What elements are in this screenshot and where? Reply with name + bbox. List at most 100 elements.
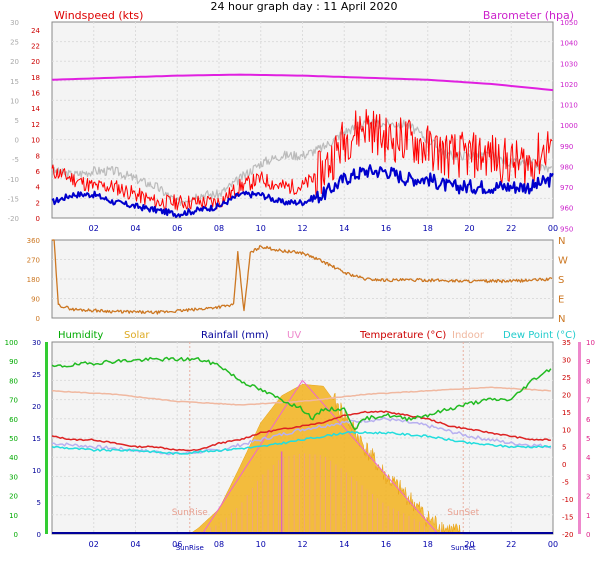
temp-x-tick: 20: [464, 540, 474, 549]
rain-axis-tick: 10: [32, 467, 41, 475]
wind-grid: [52, 22, 553, 218]
humidity-axis-tick: 20: [9, 493, 18, 501]
wind-label: Windspeed (kts): [54, 9, 143, 22]
legend-item: Solar: [124, 330, 150, 341]
baro-axis-tick: 1010: [560, 102, 578, 110]
baro-axis-tick: 990: [560, 143, 573, 151]
rain-axis-tick: 0: [37, 531, 41, 539]
left-axis-tick: 15: [10, 78, 19, 86]
wind-axis-tick: 16: [31, 90, 40, 98]
uv-axis-tick: 10: [586, 339, 595, 347]
solar-max-line-right: [302, 380, 439, 535]
rain-axis-tick: 25: [32, 371, 41, 379]
solar-area: [189, 383, 464, 535]
direction-grid: [52, 240, 553, 318]
gust-line: [51, 118, 552, 206]
left-axis-tick: 30: [10, 19, 19, 27]
temp-x-tick: 22: [506, 540, 516, 549]
wind-axis-tick: 10: [31, 137, 40, 145]
humidity-axis-tick: 90: [9, 358, 18, 366]
wind-axis-tick: 4: [36, 184, 41, 192]
wind-x-tick: 10: [256, 224, 266, 233]
wind-axis-tick: 12: [31, 121, 40, 129]
wind-x-tick: 16: [381, 224, 391, 233]
direction-letter: S: [558, 275, 564, 286]
humidity-axis-tick: 60: [9, 416, 18, 424]
humidity-axis-tick: 100: [5, 339, 18, 347]
baro-axis-tick: 980: [560, 163, 573, 171]
direction-letter: W: [558, 256, 568, 267]
wind-x-tick: 22: [506, 224, 516, 233]
temp-axis-tick: -15: [562, 514, 573, 522]
uv-axis-tick: 3: [586, 473, 590, 481]
uv-axis-tick: 7: [586, 397, 590, 405]
humidity-axis-tick: 10: [9, 512, 18, 520]
rain-axis-tick: 15: [32, 435, 41, 443]
temp-axis-tick: -20: [562, 531, 573, 539]
uv-bars: [194, 453, 462, 534]
wind-axis-tick: 22: [31, 43, 40, 51]
temp-x-tick: 12: [297, 540, 307, 549]
direction-axis-tick: 270: [27, 257, 40, 265]
baro-axis-tick: 960: [560, 205, 573, 213]
wind-axis-tick: 8: [36, 152, 40, 160]
baro-axis-tick: 950: [560, 225, 573, 233]
indoor-line: [51, 386, 551, 406]
dew-point-line: [51, 430, 552, 456]
uv-axis-tick: 4: [586, 454, 591, 462]
uv-axis-tick: 9: [586, 358, 590, 366]
temperature-line: [51, 410, 551, 452]
wind-x-tick: 06: [172, 224, 182, 233]
wind-x-tick: 04: [130, 224, 140, 233]
humidity-axis-tick: 30: [9, 473, 18, 481]
sunrise-label: SunRise: [172, 508, 209, 518]
left-axis-tick: 10: [10, 97, 19, 105]
direction-line: [51, 239, 553, 315]
wind-axis-tick: 14: [31, 105, 40, 113]
wind-avg-line: [51, 164, 554, 218]
legend-item: Indoor: [452, 330, 485, 341]
direction-axis-tick: 180: [27, 276, 40, 284]
barometer-line: [51, 73, 554, 92]
legend-item: Humidity: [58, 330, 103, 341]
humidity-axis-tick: 70: [9, 397, 18, 405]
temp-axis-tick: 35: [562, 339, 571, 347]
temp-axis-tick: 30: [562, 356, 571, 364]
temp-x-tick: 00: [548, 540, 558, 549]
chart-title: 24 hour graph day : 11 April 2020: [211, 0, 398, 13]
wind-axis-tick: 6: [36, 168, 41, 176]
sunset-label: SunSet: [447, 508, 479, 518]
wind-x-tick: 18: [423, 224, 433, 233]
humidity-axis-tick: 0: [14, 531, 18, 539]
baro-axis-tick: 1050: [560, 19, 578, 27]
left-axis-tick: 0: [15, 137, 19, 145]
rain-axis-tick: 30: [32, 339, 41, 347]
humidity-axis-tick: 80: [9, 377, 18, 385]
wind-axis-tick: 0: [36, 215, 40, 223]
temp-axis-tick: 25: [562, 374, 571, 382]
wind-axis-tick: 24: [31, 27, 40, 35]
wind-line: [51, 109, 553, 211]
left-axis-tick: -10: [8, 176, 19, 184]
temp-axis-tick: -10: [562, 496, 573, 504]
humidity-axis-tick: 40: [9, 454, 18, 462]
left-axis-tick: 20: [10, 58, 19, 66]
wind-x-tick: 08: [214, 224, 224, 233]
direction-letter: E: [558, 295, 564, 306]
sunset-x-label: SunSet: [451, 544, 476, 552]
temp-axis-tick: 15: [562, 409, 571, 417]
baro-label: Barometer (hpa): [483, 9, 574, 22]
left-axis-tick: -15: [8, 195, 19, 203]
humidity-color-bar: [45, 342, 48, 534]
baro-axis-tick: 1030: [560, 60, 578, 68]
temp-x-tick: 06: [172, 540, 182, 549]
wind-axis-tick: 20: [31, 58, 40, 66]
baro-axis-tick: 970: [560, 184, 573, 192]
uv-axis-tick: 1: [586, 512, 590, 520]
rain-axis-tick: 20: [32, 403, 41, 411]
direction-axis-tick: 0: [36, 315, 40, 323]
wind-x-tick: 12: [297, 224, 307, 233]
temp-axis-tick: -5: [562, 479, 569, 487]
